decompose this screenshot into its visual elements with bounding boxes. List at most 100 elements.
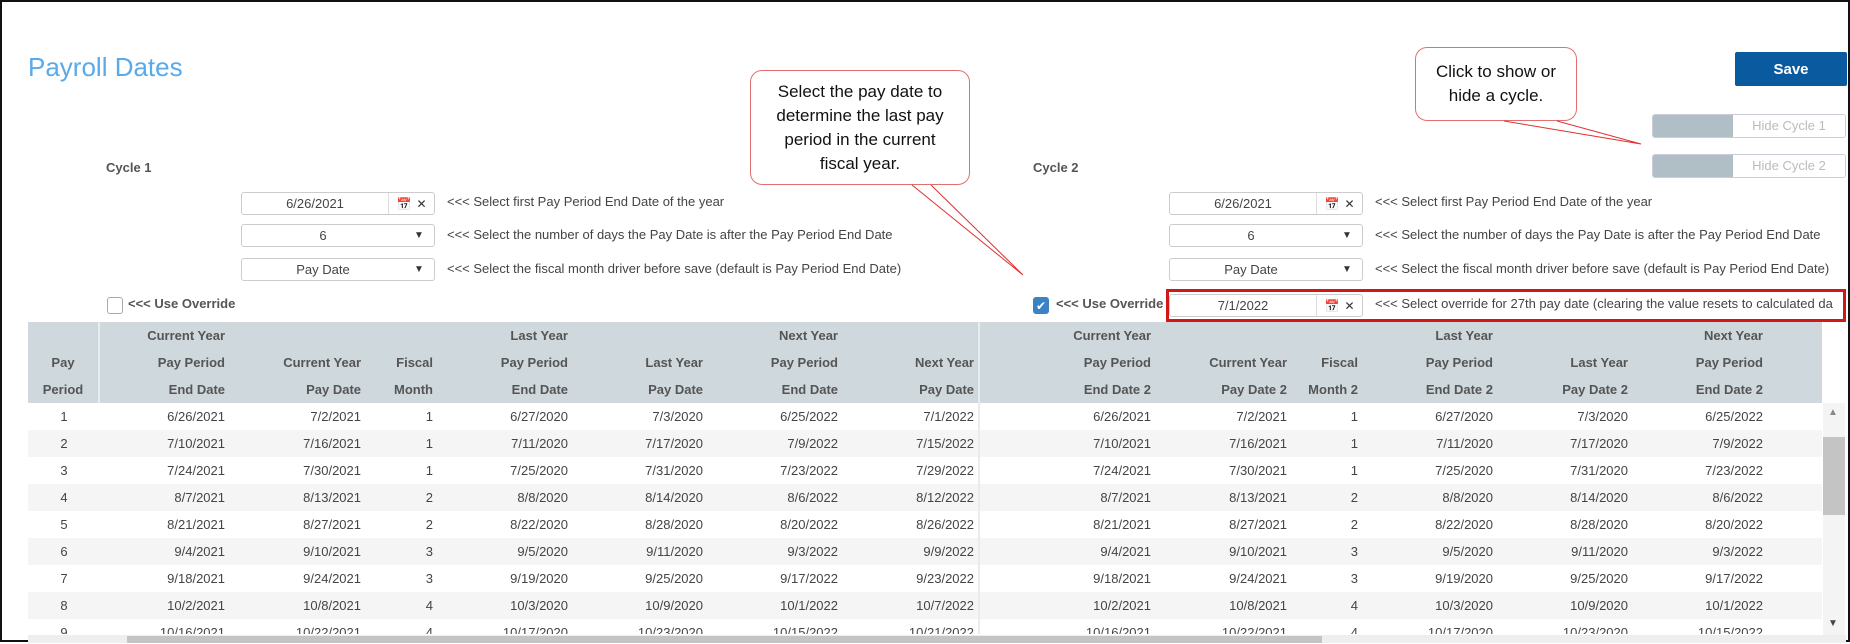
table-row[interactable]: 7 9/18/2021 9/24/2021 3 9/19/2020 9/25/2020 9/… [28, 565, 1822, 592]
column-header[interactable]: Last Year [1570, 355, 1628, 370]
table-cell: 2 [425, 490, 433, 505]
table-cell: 3 [425, 571, 433, 586]
column-header[interactable]: Next Year [842, 349, 980, 376]
column-header[interactable] [1291, 322, 1362, 349]
table-cell: 7/31/2020 [1570, 463, 1628, 478]
calendar-icon[interactable]: 📅 [1324, 196, 1340, 211]
hide-cycle-1-toggle[interactable]: Hide Cycle 1 [1652, 114, 1846, 138]
table-row[interactable]: 9 10/16/2021 10/22/2021 4 10/17/2020 10/23/20… [28, 619, 1822, 634]
table-cell: 9/3/2022 [1712, 544, 1763, 559]
column-header[interactable]: Pay Date 2 [1562, 382, 1628, 397]
table-cell: 5 [60, 517, 68, 532]
column-header[interactable]: Pay Period [1083, 355, 1151, 370]
table-cell: 7/1/2022 [842, 403, 980, 430]
column-header[interactable]: Current Year [1073, 328, 1151, 343]
column-header[interactable]: Pay Period [500, 355, 568, 370]
column-header[interactable]: Month 2 [1308, 382, 1358, 397]
table-cell: 8/8/2020 [517, 490, 568, 505]
cycle-2-driver-select[interactable]: Pay Date ▼ [1169, 258, 1363, 281]
table-cell: 10/17/2020 [502, 625, 568, 634]
column-header[interactable] [1767, 322, 1822, 349]
table-cell: 8 [60, 598, 68, 613]
column-header[interactable] [1497, 322, 1632, 349]
column-header[interactable]: Pay Date [306, 382, 361, 397]
caret-down-icon: ▼ [414, 264, 424, 275]
scroll-up-icon[interactable]: ▲ [1828, 407, 1838, 418]
column-header[interactable]: Pay Period [770, 355, 838, 370]
cycle-2-use-override-checkbox[interactable]: ✔ [1033, 297, 1049, 314]
checkmark-icon: ✔ [1035, 299, 1047, 313]
column-header[interactable]: Last Year [645, 355, 703, 370]
caret-down-icon: ▼ [1342, 264, 1352, 275]
column-header[interactable]: Next Year [1703, 328, 1763, 343]
column-header[interactable]: Pay Period [1425, 355, 1493, 370]
column-header[interactable] [842, 322, 980, 349]
column-header[interactable]: Pay Date 2 [1221, 382, 1287, 397]
calendar-icon[interactable]: 📅 [1324, 298, 1340, 313]
column-header[interactable]: Last Year [510, 328, 568, 343]
table-row[interactable]: 1 6/26/2021 7/2/2021 1 6/27/2020 7/3/2020 6/25… [28, 403, 1822, 430]
column-header[interactable]: End Date 2 [1083, 382, 1151, 397]
column-header[interactable]: Next Year [778, 328, 838, 343]
save-button[interactable]: Save [1735, 52, 1847, 86]
column-header[interactable] [28, 322, 100, 349]
column-header[interactable]: Last Year [1435, 328, 1493, 343]
table-cell: 4 [425, 598, 433, 613]
cycle-2-override-date-input[interactable]: 7/1/2022 📅 ✕ [1169, 294, 1363, 317]
column-header[interactable]: Fiscal [396, 355, 433, 370]
close-icon[interactable]: ✕ [416, 196, 427, 211]
cycle-1-days-select[interactable]: 6 ▼ [241, 224, 435, 247]
column-header[interactable]: Fiscal [1321, 355, 1358, 370]
table-cell: 7/17/2020 [645, 436, 703, 451]
cycle-1-first-end-date-input[interactable]: 6/26/2021 📅 ✕ [241, 192, 435, 215]
column-header[interactable]: Pay Period [1695, 355, 1763, 370]
table-cell: 10/2/2021 [167, 598, 225, 613]
scroll-down-icon[interactable]: ▼ [1828, 618, 1838, 629]
table-cell [1767, 538, 1822, 565]
cycle-1-use-override-checkbox[interactable] [107, 297, 123, 314]
column-header[interactable]: End Date 2 [1695, 382, 1763, 397]
column-header[interactable]: Current Year [1209, 355, 1287, 370]
column-header[interactable] [1155, 322, 1291, 349]
calendar-icon[interactable]: 📅 [396, 196, 412, 211]
vertical-scrollbar-thumb[interactable] [1823, 437, 1845, 515]
cycle-1-driver-select[interactable]: Pay Date ▼ [241, 258, 435, 281]
date-value: 7/1/2022 [1217, 298, 1269, 313]
table-cell: 8/7/2021 [1100, 490, 1151, 505]
column-header[interactable] [572, 322, 707, 349]
table-cell: 8/6/2022 [787, 490, 838, 505]
table-row[interactable]: 4 8/7/2021 8/13/2021 2 8/8/2020 8/14/2020 8/6/… [28, 484, 1822, 511]
column-header[interactable]: End Date [511, 382, 568, 397]
close-icon[interactable]: ✕ [1344, 298, 1355, 313]
cycle-2-days-select[interactable]: 6 ▼ [1169, 224, 1363, 247]
table-cell: 9/11/2020 [646, 544, 703, 559]
hide-cycle-2-toggle[interactable]: Hide Cycle 2 [1652, 154, 1846, 178]
column-header[interactable]: Pay [28, 349, 100, 376]
cycle-2-first-end-date-input[interactable]: 6/26/2021 📅 ✕ [1169, 192, 1363, 215]
table-cell: 7/10/2021 [1093, 436, 1151, 451]
column-header[interactable] [365, 322, 437, 349]
table-cell: 9/25/2020 [1570, 571, 1628, 586]
column-header[interactable]: Pay Date [842, 376, 980, 403]
table-row[interactable]: 2 7/10/2021 7/16/2021 1 7/11/2020 7/17/2020 7/… [28, 430, 1822, 457]
column-header[interactable]: Period [28, 376, 100, 403]
column-header[interactable]: End Date [781, 382, 838, 397]
column-header[interactable]: Current Year [147, 328, 225, 343]
table-row[interactable]: 6 9/4/2021 9/10/2021 3 9/5/2020 9/11/2020 9/3/… [28, 538, 1822, 565]
column-header[interactable]: Pay Date [648, 382, 703, 397]
column-header[interactable]: Month [394, 382, 433, 397]
column-header[interactable]: End Date 2 [1425, 382, 1493, 397]
select-value: 6 [1247, 228, 1255, 243]
table-row[interactable]: 3 7/24/2021 7/30/2021 1 7/25/2020 7/31/2020 7/… [28, 457, 1822, 484]
column-header[interactable]: Current Year [283, 355, 361, 370]
column-header[interactable] [229, 322, 365, 349]
table-row[interactable]: 5 8/21/2021 8/27/2021 2 8/22/2020 8/28/2020 8/… [28, 511, 1822, 538]
table-cell: 6/25/2022 [1705, 409, 1763, 424]
table-row[interactable]: 8 10/2/2021 10/8/2021 4 10/3/2020 10/9/2020 10… [28, 592, 1822, 619]
close-icon[interactable]: ✕ [1344, 196, 1355, 211]
column-header[interactable]: Pay Date 2 [1767, 376, 1822, 403]
column-header[interactable] [1767, 349, 1822, 376]
column-header[interactable]: Pay Period [157, 355, 225, 370]
column-header[interactable]: End Date [168, 382, 225, 397]
horizontal-scrollbar-thumb[interactable] [127, 636, 1322, 643]
